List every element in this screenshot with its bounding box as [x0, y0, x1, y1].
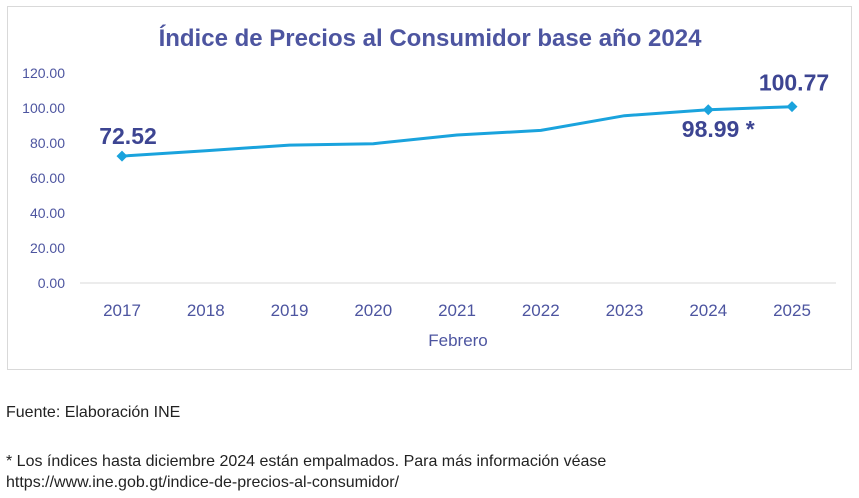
y-tick-label: 80.00: [30, 135, 65, 151]
y-tick-label: 120.00: [22, 65, 65, 81]
x-tick-label: 2019: [271, 301, 309, 320]
y-tick-label: 100.00: [22, 100, 65, 116]
data-point-marker: [702, 104, 714, 116]
series-markers: [116, 101, 798, 162]
y-tick-label: 0.00: [38, 275, 65, 291]
x-tick-label: 2018: [187, 301, 225, 320]
x-tick-label: 2023: [606, 301, 644, 320]
x-axis: 2017 2018 2019 2020 2021 2022 2023 2024 2025: [103, 301, 811, 320]
chart-title: Índice de Precios al Consumidor base año…: [159, 24, 703, 52]
chart-frame: [7, 6, 852, 370]
x-tick-label: 2024: [689, 301, 727, 320]
data-label: 100.77: [759, 70, 829, 96]
data-point-marker: [116, 150, 128, 162]
footnote-line-2: https://www.ine.gob.gt/indice-de-precios…: [6, 474, 400, 491]
x-tick-label: 2022: [522, 301, 560, 320]
data-labels: 72.52 98.99 *100.77: [99, 70, 829, 149]
data-label: 72.52: [99, 123, 157, 149]
data-label: 98.99 *: [682, 116, 755, 142]
data-point-marker: [786, 101, 798, 113]
footnote-line-1: * Los índices hasta diciembre 2024 están…: [6, 453, 607, 470]
y-tick-label: 60.00: [30, 170, 65, 186]
x-tick-label: 2021: [438, 301, 476, 320]
line-chart: Índice de Precios al Consumidor base año…: [22, 24, 836, 350]
y-axis: 0.00 20.00 40.00 60.00 80.00 100.00 120.00: [22, 65, 65, 291]
x-tick-label: 2020: [354, 301, 392, 320]
series-line: [121, 105, 793, 158]
x-tick-label: 2025: [773, 301, 811, 320]
y-tick-label: 20.00: [30, 240, 65, 256]
x-axis-title: Febrero: [428, 331, 488, 350]
y-tick-label: 40.00: [30, 205, 65, 221]
x-tick-label: 2017: [103, 301, 141, 320]
source-note: Fuente: Elaboración INE: [6, 404, 181, 421]
